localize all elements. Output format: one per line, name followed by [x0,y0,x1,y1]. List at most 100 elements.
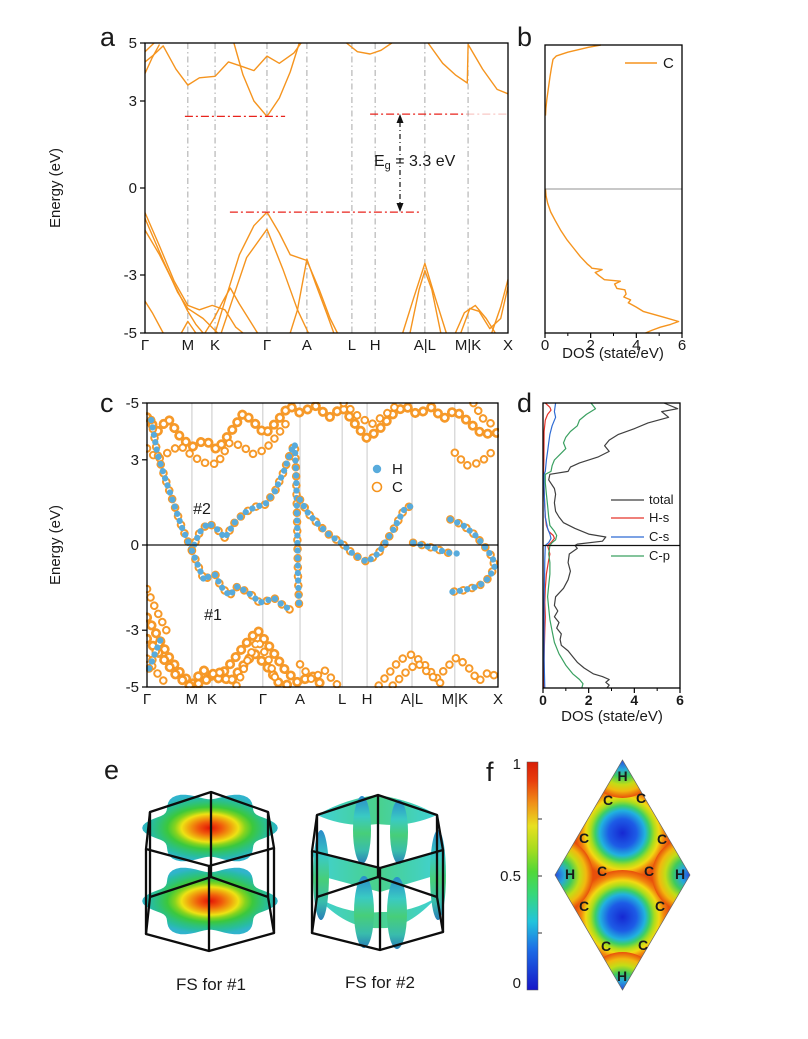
x-tick-label: 2 [586,337,594,354]
panel-label-c: c [100,388,114,418]
y-tick-label: 3 [131,452,139,469]
x-tick-label: M|K [455,337,481,354]
band-line [144,218,219,334]
band2-H-dots [148,416,303,608]
band-line [144,300,164,334]
x-tick-label: K [207,691,217,708]
panel-label-a: a [100,22,116,52]
c-marker-hole [471,402,499,430]
band-line [214,211,339,334]
colorbar: 1 0.5 0 [500,756,542,992]
panel-label-e: e [104,755,119,785]
y-tick-label: 3 [129,93,137,110]
band-label-2: #2 [193,501,211,518]
legend-d: total H-s C-s C-p [611,492,674,563]
plot-area-c [146,402,499,688]
y-tick-label: -5 [124,325,137,342]
panel-c-projected-bands: -530-3-5Γ M K Γ A L H A|L M|K X [126,395,503,708]
fs2-caption: FS for #2 [345,973,415,992]
legend-d-label-total: total [649,492,674,507]
elf-site-labels: HC CC CH C C HC CC CH [565,768,685,984]
x-tick-label: Γ [141,337,149,354]
c-marker-hole [341,402,403,427]
x-tick-label: Γ [263,337,271,354]
c-marker-hole [234,637,280,688]
band1-H-dots [188,547,294,614]
legend-d-label-cs: C-s [649,529,670,544]
band-gap-annotation: Eg = 3.3 eV [374,153,456,172]
site-label-C: C [603,792,613,808]
panel-b-total-dos: 0 2 4 6 [541,44,686,354]
fs2-lobe [354,876,374,948]
total [548,402,679,689]
band-gap-arrow [396,114,404,212]
site-label-H: H [675,866,685,882]
x-axis-label-d: DOS (state/eV) [561,708,663,725]
x-tick-label: A|L [414,337,436,354]
band-line [402,262,447,334]
x-tick-label: A|L [401,691,423,708]
x-tick-label: X [493,691,503,708]
annotation-E: E [374,153,385,170]
x-axis-label-b: DOS (state/eV) [562,345,664,362]
panel-d-projected-dos: 0 2 4 6 [539,402,684,708]
x-tick-label: A [295,691,305,708]
x-tick-label: M|K [442,691,468,708]
panel-a-band-structure: 530-3-5Γ M K Γ A L H A|L M|K X [124,35,513,354]
site-label-C: C [579,830,589,846]
band-line [180,320,197,334]
legend-c-h-dot-icon [372,464,382,474]
plot-area-a [144,42,509,334]
fs2-lobe [387,877,407,949]
x-tick-label: 6 [676,692,684,708]
site-label-H: H [565,866,575,882]
site-label-C: C [597,863,607,879]
legend-b-label-C: C [663,55,674,72]
band-line [454,304,496,334]
legend-c-label-H: H [392,461,403,478]
brillouin-cage-1 [144,790,276,953]
band-line [144,212,244,334]
band-line [346,42,393,55]
fermi-surface-2 [310,793,446,952]
site-label-C: C [601,938,611,954]
x-tick-label: 4 [630,692,638,708]
gap-arrow-head-up-icon [396,114,404,123]
H-s [542,402,556,688]
h-marker-dots [296,496,416,566]
site-label-C: C [655,898,665,914]
fs1-caption: FS for #1 [176,975,246,994]
legend-c: H C [371,461,403,496]
c-marker-hole [376,651,499,688]
c-marker-hole [146,586,169,633]
C-s [543,402,557,689]
x-tick-label: X [503,337,513,354]
band-line [427,42,509,95]
c-marker-ring [388,658,448,688]
band-line [289,258,335,334]
x-tick-label: Γ [259,691,267,708]
site-label-C: C [644,863,654,879]
y-tick-label: 5 [129,35,137,52]
elf-diamond-border [554,759,691,991]
band-label-1: #1 [204,607,222,624]
site-label-H: H [617,968,627,984]
fs2-lobe [390,800,408,864]
x-tick-label: M [182,337,195,354]
x-tick-label: K [210,337,220,354]
band-line [544,188,680,334]
x-tick-label: 2 [585,692,593,708]
y-axis-label-c: Energy (eV) [47,505,64,585]
legend-b: C [625,55,674,72]
colorbar-gradient [526,761,539,991]
c-marker-hole [297,497,415,565]
x-tick-label: L [338,691,346,708]
c-marker-hole [146,615,325,688]
band-line [144,42,155,53]
panel-label-b: b [517,22,532,52]
site-label-C: C [657,831,667,847]
band-line [491,279,509,334]
h-marker-dots [146,635,165,672]
site-label-C: C [579,898,589,914]
